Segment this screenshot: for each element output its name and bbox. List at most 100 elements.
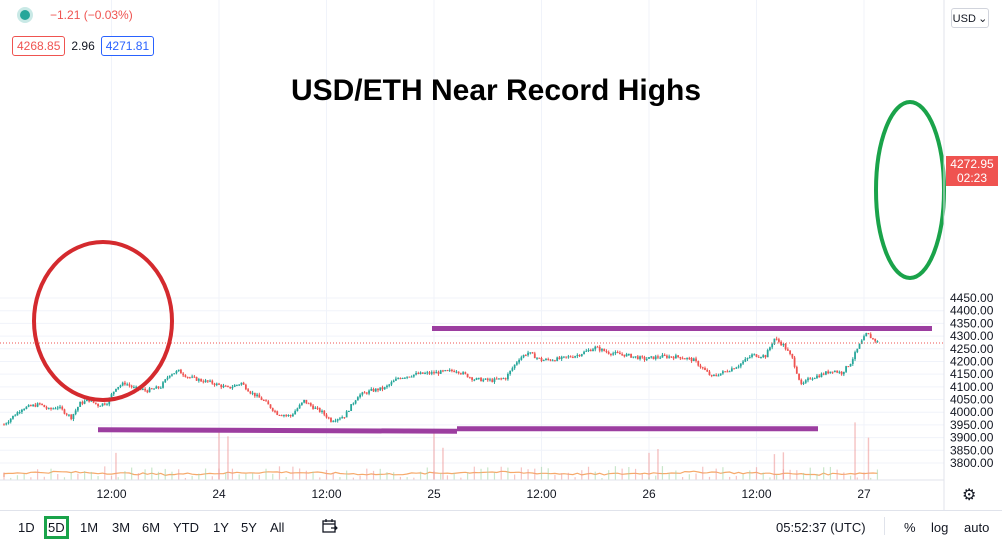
volume-bar bbox=[876, 469, 879, 480]
candle-body bbox=[666, 355, 668, 358]
volume-bar bbox=[178, 469, 180, 480]
candle-body bbox=[654, 356, 657, 360]
candle-body bbox=[294, 411, 297, 415]
volume-bar bbox=[540, 466, 543, 480]
candle-body bbox=[103, 403, 106, 405]
candle-body bbox=[686, 357, 688, 359]
date-range-icon[interactable] bbox=[322, 519, 338, 533]
candle-body bbox=[697, 361, 700, 366]
price-tick-label: 4350.00 bbox=[950, 316, 994, 330]
candle-body bbox=[188, 377, 191, 379]
bid-price[interactable]: 4268.85 bbox=[12, 36, 66, 56]
range-3m[interactable]: 3M bbox=[112, 520, 131, 535]
volume-bar bbox=[84, 471, 86, 480]
candle-body bbox=[809, 378, 812, 380]
candle-body bbox=[867, 333, 870, 335]
candle-body bbox=[560, 356, 563, 360]
range-1y[interactable]: 1Y bbox=[213, 520, 229, 535]
candle-body bbox=[316, 407, 319, 409]
candle-body bbox=[668, 356, 671, 358]
candle-body bbox=[751, 354, 753, 357]
range-1d[interactable]: 1D bbox=[18, 520, 35, 535]
symbol-status-row: −1.21 (−0.03%) bbox=[14, 8, 133, 22]
candle-body bbox=[786, 349, 789, 351]
volume-bar bbox=[534, 468, 536, 480]
candle-body bbox=[50, 408, 52, 410]
price-chart[interactable]: 3800.003850.003900.003950.004000.004050.… bbox=[0, 0, 1002, 510]
range-5d[interactable]: 5D bbox=[44, 516, 69, 539]
range-all[interactable]: All bbox=[270, 520, 285, 535]
candle-body bbox=[287, 415, 290, 417]
volume-bar bbox=[191, 475, 193, 480]
volume-bar bbox=[675, 470, 677, 480]
volume-spike bbox=[867, 437, 870, 480]
range-ytd[interactable]: YTD bbox=[173, 520, 199, 535]
candle-body bbox=[206, 380, 209, 382]
candle-body bbox=[831, 371, 834, 373]
candle-body bbox=[428, 372, 431, 374]
market-status-dot bbox=[20, 10, 30, 20]
currency-button[interactable]: USD ⌄ bbox=[951, 8, 989, 28]
candle-body bbox=[578, 355, 581, 357]
volume-bar bbox=[863, 472, 865, 480]
percent-toggle[interactable]: % bbox=[904, 520, 916, 535]
volume-bar bbox=[137, 473, 139, 480]
candle-body bbox=[381, 387, 384, 390]
candle-body bbox=[59, 406, 61, 408]
candle-body bbox=[614, 352, 617, 354]
candle-body bbox=[204, 380, 207, 383]
gear-icon[interactable]: ⚙ bbox=[962, 487, 977, 504]
volume-spike bbox=[442, 447, 444, 480]
candle-body bbox=[518, 359, 521, 363]
candle-body bbox=[267, 401, 270, 405]
candle-body bbox=[527, 352, 529, 356]
candle-body bbox=[874, 338, 877, 342]
range-5y[interactable]: 5Y bbox=[241, 520, 257, 535]
volume-bar bbox=[856, 477, 858, 480]
candle-body bbox=[278, 414, 281, 416]
candle-body bbox=[480, 377, 482, 382]
candle-body bbox=[545, 358, 547, 361]
candle-body bbox=[695, 358, 697, 362]
volume-bar bbox=[406, 477, 408, 480]
candle-body bbox=[365, 392, 368, 394]
range-1m[interactable]: 1M bbox=[80, 520, 99, 535]
candle-body bbox=[101, 403, 104, 406]
candle-body bbox=[780, 341, 783, 346]
volume-bar bbox=[325, 469, 328, 480]
candle-body bbox=[435, 371, 438, 374]
candle-body bbox=[14, 415, 17, 417]
log-toggle[interactable]: log bbox=[931, 520, 949, 535]
grid-lines bbox=[0, 0, 944, 480]
auto-toggle[interactable]: auto bbox=[964, 520, 990, 535]
candle-body bbox=[612, 353, 615, 355]
volume-bar bbox=[567, 472, 569, 480]
candle-body bbox=[332, 421, 335, 423]
candle-body bbox=[571, 357, 574, 359]
volume-bar bbox=[466, 472, 469, 480]
volume-bar bbox=[769, 477, 771, 480]
candle-body bbox=[220, 384, 223, 388]
volume-bar bbox=[843, 472, 845, 480]
volume-bar bbox=[124, 471, 126, 480]
candle-body bbox=[594, 346, 597, 350]
candle-body bbox=[180, 369, 182, 374]
candle-body bbox=[202, 381, 205, 383]
volume-bar bbox=[319, 477, 321, 480]
candle-body bbox=[838, 371, 841, 373]
ask-price[interactable]: 4271.81 bbox=[100, 36, 155, 56]
candle-body bbox=[7, 421, 10, 424]
range-6m[interactable]: 6M bbox=[142, 520, 161, 535]
volume-bar bbox=[587, 466, 590, 480]
candle-body bbox=[350, 404, 353, 411]
candle-body bbox=[323, 410, 326, 415]
candle-body bbox=[466, 373, 469, 378]
volume-bar bbox=[265, 468, 267, 480]
candle-body bbox=[285, 415, 288, 417]
volume-bar bbox=[43, 476, 45, 480]
candle-body bbox=[607, 352, 610, 354]
utc-clock[interactable]: 05:52:37 (UTC) bbox=[776, 520, 866, 535]
candle-body bbox=[753, 354, 756, 356]
volume-bar bbox=[695, 473, 697, 480]
candle-body bbox=[730, 368, 733, 372]
